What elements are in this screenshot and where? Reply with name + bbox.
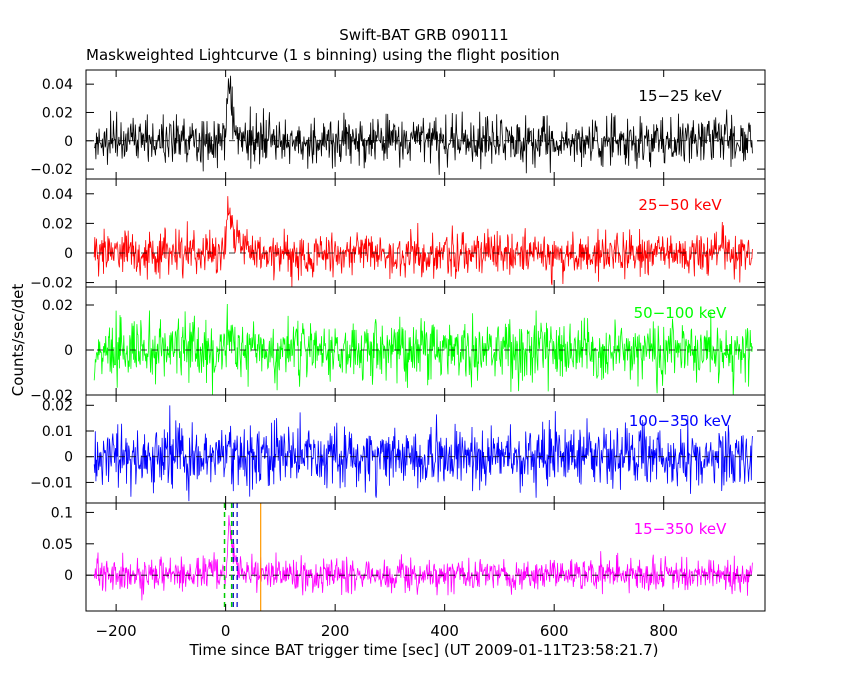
series-trace-1 [94,75,753,175]
chart-title: Swift-BAT GRB 090111 [339,26,508,44]
x-tick-label: 200 [321,622,350,640]
y-tick-label: 0 [64,343,73,359]
y-tick-label: 0.01 [42,424,73,440]
panel-3: −0.02 0 0.02 50−100 keV [30,286,766,404]
y-axis-label: Counts/sec/det [9,284,27,397]
y-tick-label: 0 [64,450,73,466]
series-trace-4 [93,405,753,502]
y-tick-label: 0 [64,134,73,150]
x-axis-label: Time since BAT trigger time [sec] (UT 20… [189,641,659,659]
y-tick-label: 0.04 [42,77,73,93]
panel-5: 0 0.05 0.1 15−350 keV [42,502,766,612]
x-tick-label: 600 [540,622,569,640]
y-tick-label: 0 [64,246,73,262]
y-tick-label: 0.02 [42,298,73,314]
y-tick-label: 0.02 [42,105,73,121]
x-tick-label: 800 [649,622,678,640]
panel-label: 15−350 keV [634,520,727,538]
y-tick-label: 0.02 [42,398,73,414]
x-tick-label: 400 [430,622,459,640]
x-tick-label: 0 [221,622,231,640]
panel-2: −0.02 0 0.02 0.04 25−50 keV [30,178,766,292]
panel-4: −0.01 0 0.01 0.02 100−350 keV [30,394,766,504]
panel-label: 50−100 keV [634,304,727,322]
series-trace-5 [93,515,753,601]
y-tick-label: −0.01 [30,475,73,491]
series-trace-2 [93,196,753,287]
y-tick-label: −0.02 [30,388,73,404]
panel-frame [85,502,766,612]
y-tick-label: 0.02 [42,216,73,232]
panel-label: 25−50 keV [638,196,722,214]
chart-subtitle: Maskweighted Lightcurve (1 s binning) us… [86,46,560,64]
y-tick-label: 0.05 [42,537,73,553]
y-tick-label: 0.1 [51,505,73,521]
x-tick-label: −200 [96,622,137,640]
y-tick-label: 0.04 [42,187,73,203]
y-tick-label: −0.02 [30,162,73,178]
panels: −0.02 0 0.02 0.04 15−25 keV −0.02 0 0.02 0.04 25−… [30,69,766,640]
y-tick-label: 0 [64,568,73,584]
y-tick-label: −0.02 [30,276,73,292]
series-trace-3 [93,303,753,395]
panel-label: 15−25 keV [638,87,722,105]
panel-1: −0.02 0 0.02 0.04 15−25 keV [30,69,766,180]
panel-label: 100−350 keV [629,412,732,430]
